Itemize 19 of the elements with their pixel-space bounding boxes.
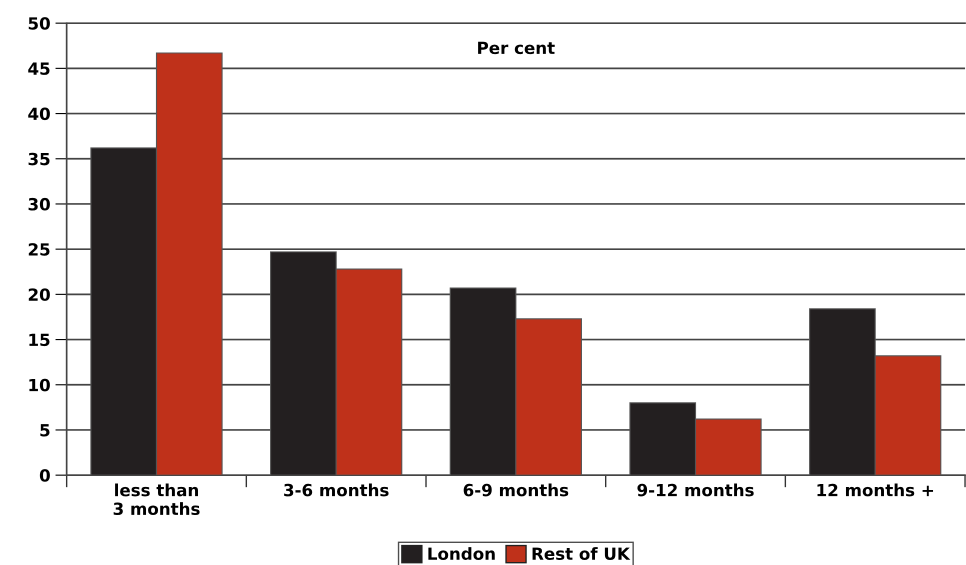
- x-tick-label: 6-9 months: [464, 484, 568, 496]
- legend-label: Rest of UK: [532, 547, 630, 560]
- y-tick-label: 35: [28, 152, 50, 166]
- y-tick-label: 45: [28, 62, 50, 75]
- y-tick-label: 20: [28, 288, 50, 301]
- y-tick-label: 0: [40, 469, 50, 482]
- x-tick-label: less than 3 months: [114, 484, 200, 516]
- x-tick-label: 3-6 months: [284, 484, 389, 496]
- y-tick-label: 25: [28, 243, 50, 256]
- y-tick-label: 5: [40, 424, 50, 437]
- annotation: Per cent: [478, 42, 555, 54]
- y-tick-label: 10: [29, 378, 50, 392]
- x-tick-label: 12 months +: [817, 484, 934, 496]
- y-tick-label: 30: [28, 198, 50, 211]
- y-tick-label: 40: [28, 108, 50, 120]
- y-tick-label: 50: [28, 17, 50, 30]
- legend-label: London: [428, 547, 495, 560]
- x-tick-label: 9-12 months: [637, 484, 754, 496]
- y-tick-label: 15: [29, 334, 50, 346]
